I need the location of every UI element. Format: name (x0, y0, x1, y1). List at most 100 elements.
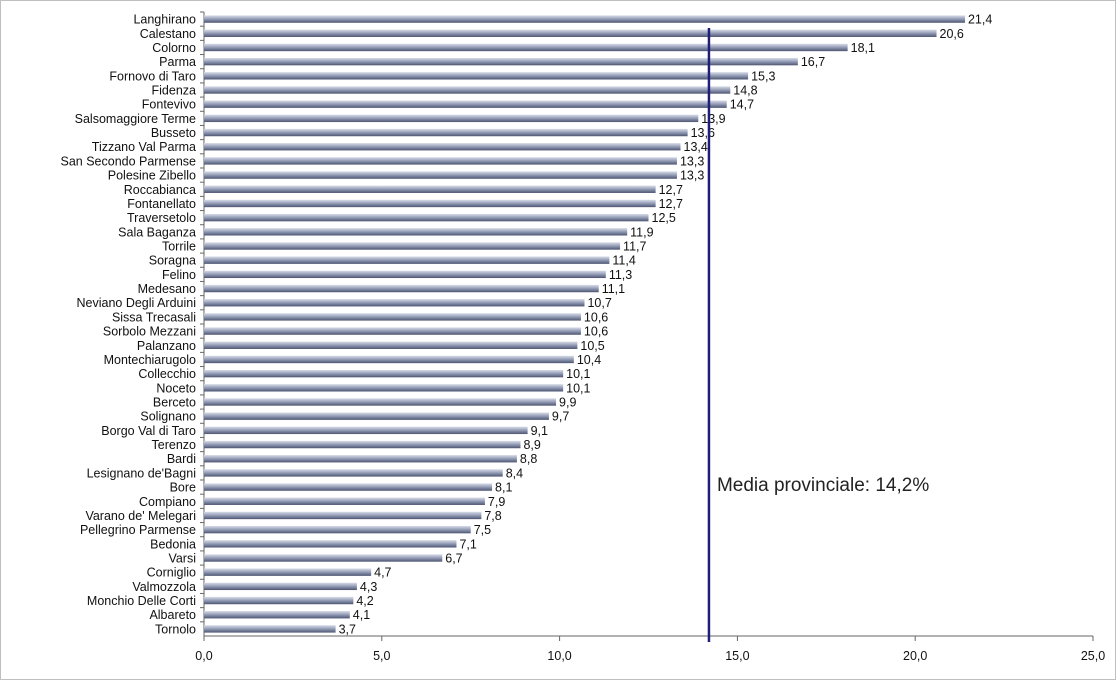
bar (204, 157, 677, 165)
bar (204, 497, 485, 505)
x-tick-label: 10,0 (547, 649, 571, 663)
bar (204, 256, 610, 264)
bar (204, 568, 372, 576)
x-tick-label: 20,0 (903, 649, 927, 663)
bar (204, 57, 798, 66)
value-label: 10,6 (584, 310, 608, 324)
x-tick-label: 0,0 (195, 649, 212, 663)
value-label: 11,3 (609, 268, 632, 282)
bar (204, 625, 336, 633)
category-label: Noceto (156, 381, 196, 395)
value-label: 14,7 (730, 98, 754, 112)
category-label: Calestano (140, 27, 196, 41)
category-label: Busseto (151, 126, 196, 140)
value-label: 11,4 (612, 254, 635, 268)
category-label: Sorbolo Mezzani (103, 325, 196, 339)
value-label: 18,1 (851, 41, 875, 55)
bar (204, 171, 677, 179)
category-label: Parma (159, 55, 196, 69)
value-label: 3,7 (339, 622, 356, 636)
bar (204, 72, 749, 80)
value-label: 8,1 (495, 481, 512, 495)
category-label: Monchio Delle Corti (87, 594, 196, 608)
value-label: 6,7 (445, 552, 462, 566)
bar (204, 596, 354, 605)
category-label: Sissa Trecasali (112, 310, 196, 324)
value-label: 7,5 (474, 523, 491, 537)
bar (204, 199, 656, 208)
bar (204, 525, 471, 534)
bar (204, 29, 937, 37)
bar (204, 355, 574, 364)
value-label: 8,9 (523, 438, 540, 452)
value-label: 8,4 (506, 466, 523, 480)
category-label: Fornovo di Taro (109, 69, 196, 83)
value-label: 12,5 (652, 211, 676, 225)
value-label: 4,1 (353, 608, 370, 622)
value-label: 4,2 (356, 594, 373, 608)
bar (204, 284, 599, 293)
category-label: Fontevivo (142, 98, 196, 112)
bar (204, 554, 443, 562)
bar (204, 455, 517, 463)
category-label: Solignano (140, 410, 196, 424)
bar (204, 483, 493, 491)
value-label: 9,1 (531, 424, 548, 438)
value-label: 13,9 (701, 112, 725, 126)
value-label: 10,1 (566, 367, 590, 381)
value-label: 15,3 (751, 69, 775, 83)
bar (204, 143, 681, 151)
value-label: 14,8 (733, 84, 757, 98)
category-label: Fidenza (152, 84, 197, 98)
category-label: Terenzo (152, 438, 197, 452)
category-label: Corniglio (147, 566, 196, 580)
category-label: Traversetolo (127, 211, 196, 225)
bar (204, 299, 585, 307)
category-label: Pellegrino Parmense (80, 523, 196, 537)
value-label: 4,3 (360, 580, 377, 594)
value-label: 11,9 (630, 225, 653, 239)
bar (204, 86, 731, 94)
bar (204, 469, 503, 477)
value-label: 12,7 (659, 197, 683, 211)
value-label: 8,8 (520, 452, 537, 466)
category-label: San Secondo Parmense (60, 154, 196, 168)
bar (204, 511, 482, 520)
value-label: 21,4 (968, 13, 992, 27)
bar (204, 327, 581, 335)
category-label: Montechiarugolo (104, 353, 196, 367)
value-label: 7,8 (484, 509, 501, 523)
category-label: Tornolo (155, 622, 196, 636)
bar (204, 369, 564, 378)
x-tick-label: 25,0 (1081, 649, 1105, 663)
value-label: 20,6 (940, 27, 964, 41)
category-label: Colorno (152, 41, 196, 55)
category-label: Varano de' Melegari (85, 509, 196, 523)
category-label: Soragna (149, 254, 196, 268)
value-label: 9,9 (559, 396, 576, 410)
value-label: 7,1 (459, 537, 476, 551)
category-label: Berceto (153, 396, 196, 410)
bar (204, 341, 578, 349)
category-label: Roccabianca (124, 183, 196, 197)
bar (204, 440, 521, 449)
value-label: 10,1 (566, 381, 590, 395)
bar (204, 540, 457, 548)
category-label: Fontanellato (127, 197, 196, 211)
value-label: 13,6 (691, 126, 715, 140)
category-label: Felino (162, 268, 196, 282)
value-label: 10,4 (577, 353, 601, 367)
value-label: 11,7 (623, 240, 646, 254)
bar (204, 242, 621, 250)
bar (204, 15, 965, 23)
bar (204, 611, 350, 619)
value-label: 4,7 (374, 566, 391, 580)
value-label: 7,9 (488, 495, 505, 509)
bar (204, 185, 656, 193)
category-label: Bedonia (150, 537, 196, 551)
x-tick-label: 5,0 (373, 649, 390, 663)
category-label: Bore (170, 481, 196, 495)
bar (204, 114, 699, 123)
